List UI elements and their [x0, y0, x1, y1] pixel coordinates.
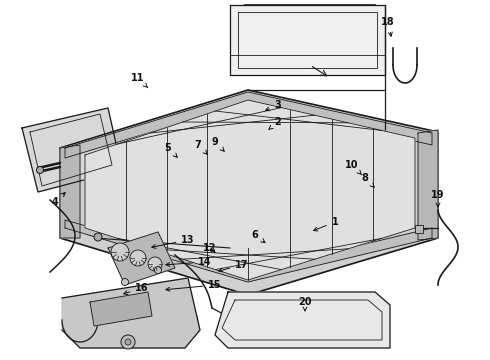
Bar: [415, 225, 423, 233]
Polygon shape: [60, 90, 438, 295]
Polygon shape: [215, 292, 390, 348]
Circle shape: [94, 233, 102, 241]
Circle shape: [121, 335, 135, 349]
Text: 11: 11: [131, 73, 148, 88]
Text: 6: 6: [252, 230, 265, 243]
Circle shape: [125, 339, 131, 345]
Text: 13: 13: [152, 235, 195, 248]
Text: 7: 7: [195, 140, 207, 154]
Text: 9: 9: [212, 137, 224, 151]
Polygon shape: [108, 232, 175, 285]
Polygon shape: [62, 278, 200, 348]
Circle shape: [130, 250, 146, 266]
Text: 2: 2: [269, 117, 281, 129]
Text: 3: 3: [266, 100, 281, 111]
Text: 16: 16: [123, 283, 149, 294]
Text: 14: 14: [166, 257, 212, 267]
Text: 5: 5: [165, 143, 177, 157]
Polygon shape: [22, 108, 122, 192]
Text: 18: 18: [381, 17, 395, 36]
Text: 4: 4: [51, 193, 65, 207]
Polygon shape: [60, 145, 80, 238]
Text: 8: 8: [362, 173, 374, 187]
Circle shape: [111, 243, 129, 261]
Circle shape: [148, 257, 162, 271]
Text: 15: 15: [166, 280, 222, 291]
Polygon shape: [85, 100, 415, 280]
Text: 10: 10: [345, 160, 362, 175]
Text: 20: 20: [298, 297, 312, 311]
Polygon shape: [65, 220, 432, 282]
Circle shape: [36, 166, 44, 174]
Text: 12: 12: [203, 243, 217, 253]
Polygon shape: [90, 292, 152, 326]
Text: 1: 1: [314, 217, 339, 231]
Polygon shape: [418, 130, 438, 240]
Polygon shape: [65, 92, 432, 158]
Text: 17: 17: [219, 260, 249, 272]
Polygon shape: [230, 5, 385, 75]
Circle shape: [122, 279, 128, 285]
Text: 19: 19: [431, 190, 445, 207]
Circle shape: [154, 266, 162, 274]
